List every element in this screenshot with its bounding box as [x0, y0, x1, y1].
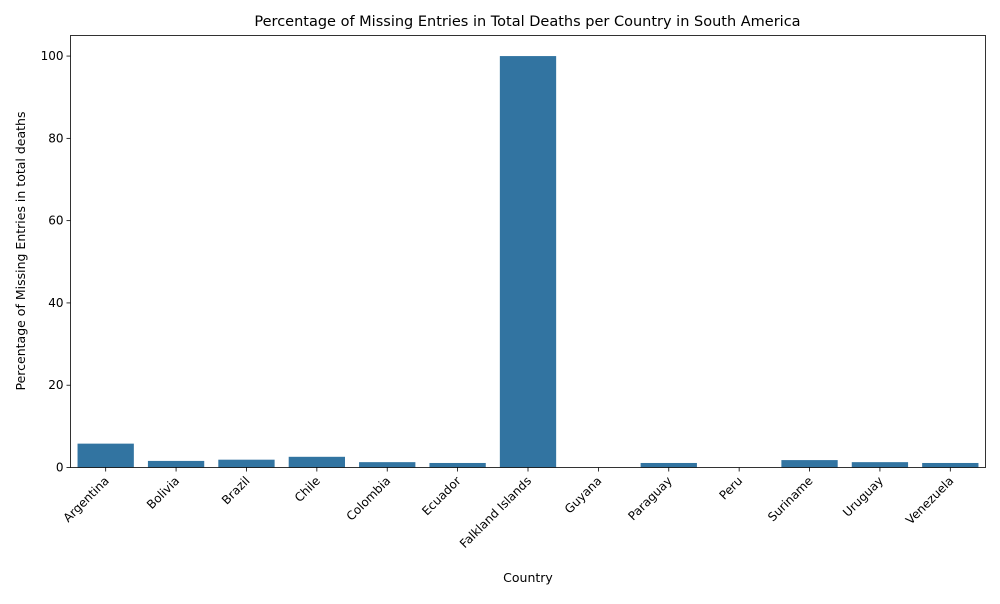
x-axis: Argentina Bolivia Brazil Chile Colombia Ecuad…: [61, 467, 956, 551]
bar-suriname: [781, 460, 838, 468]
y-axis: 0 20 40 60 80 100: [41, 49, 71, 475]
bar-ecuador: [429, 462, 486, 468]
x-tick-label: Paraguay: [625, 474, 675, 524]
bar-uruguay: [851, 462, 909, 468]
x-tick-label: Bolivia: [144, 474, 182, 512]
x-tick-label: Suriname: [765, 474, 816, 525]
x-tick-label: Brazil: [219, 474, 253, 508]
x-tick-label: Colombia: [344, 474, 394, 524]
bar-venezuela: [922, 462, 979, 468]
x-tick-label: Ecuador: [419, 474, 464, 519]
plot-frame: [70, 35, 986, 468]
y-tick-label: 20: [48, 378, 63, 392]
bar-bolivia: [147, 460, 205, 468]
bar-falkland-islands: [499, 56, 557, 468]
x-tick-label: Argentina: [61, 474, 112, 525]
x-tick-label: Guyana: [562, 474, 605, 517]
chart-title: Percentage of Missing Entries in Total D…: [254, 14, 800, 30]
x-tick-label: Venezuela: [903, 474, 956, 527]
x-tick-label: Peru: [716, 474, 745, 503]
bar-chile: [288, 456, 345, 468]
bar-colombia: [359, 462, 416, 468]
y-tick-label: 100: [41, 49, 64, 63]
y-tick-label: 0: [56, 461, 64, 475]
x-tick-label: Chile: [292, 474, 323, 505]
plot-area: [77, 56, 979, 468]
y-tick-label: 40: [48, 296, 63, 310]
bar-paraguay: [640, 462, 697, 468]
bar-argentina: [77, 443, 134, 468]
x-tick-label: Uruguay: [840, 474, 886, 520]
bar-brazil: [218, 459, 275, 468]
y-tick-label: 80: [48, 131, 63, 145]
x-tick-label: Falkland Islands: [457, 474, 534, 551]
y-tick-label: 60: [48, 214, 63, 228]
y-axis-label: Percentage of Missing Entries in total d…: [13, 112, 28, 391]
x-axis-label: Country: [503, 570, 553, 585]
